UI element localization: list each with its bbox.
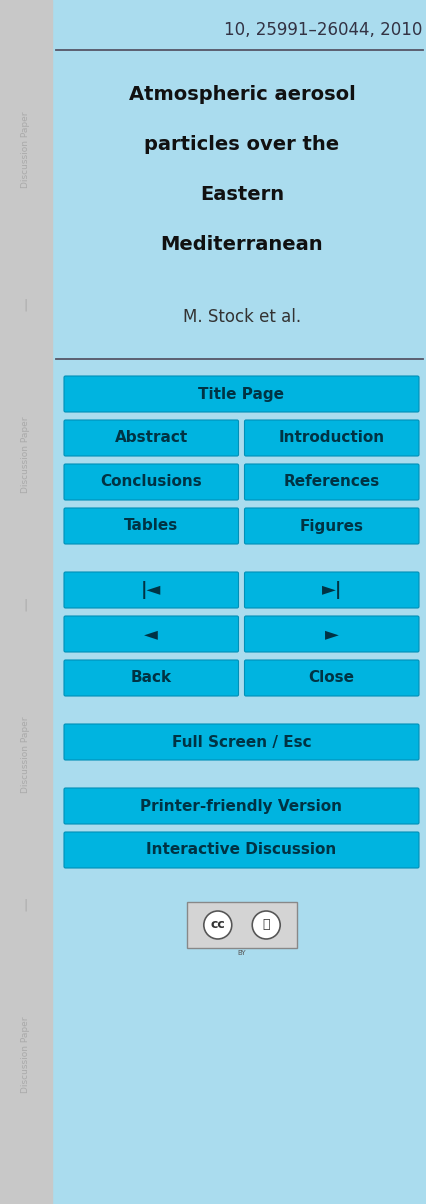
- FancyBboxPatch shape: [64, 616, 238, 653]
- Circle shape: [252, 911, 279, 939]
- Text: cc: cc: [210, 919, 225, 932]
- Text: Title Page: Title Page: [198, 386, 284, 401]
- Text: Abstract: Abstract: [114, 431, 187, 445]
- Text: Discussion Paper: Discussion Paper: [21, 716, 30, 793]
- Text: |: |: [24, 299, 28, 312]
- Text: |: |: [24, 898, 28, 911]
- Text: |: |: [24, 598, 28, 612]
- Text: Interactive Discussion: Interactive Discussion: [146, 843, 336, 857]
- Text: Figures: Figures: [299, 519, 363, 533]
- Text: |◄: |◄: [141, 582, 161, 600]
- Bar: [0, 0, 52, 1204]
- Text: Close: Close: [308, 671, 354, 685]
- Text: Tables: Tables: [124, 519, 178, 533]
- Text: ►|: ►|: [321, 582, 341, 600]
- FancyBboxPatch shape: [244, 572, 418, 608]
- Text: Conclusions: Conclusions: [100, 474, 201, 490]
- Text: ►: ►: [324, 625, 338, 643]
- Text: BY: BY: [237, 950, 246, 956]
- FancyBboxPatch shape: [187, 902, 296, 948]
- Text: particles over the: particles over the: [144, 136, 339, 154]
- Text: Full Screen / Esc: Full Screen / Esc: [171, 734, 311, 750]
- FancyBboxPatch shape: [64, 376, 418, 412]
- Text: Introduction: Introduction: [278, 431, 384, 445]
- Text: Eastern: Eastern: [199, 185, 283, 205]
- Text: 10, 25991–26044, 2010: 10, 25991–26044, 2010: [223, 20, 421, 39]
- Text: References: References: [283, 474, 379, 490]
- Text: Discussion Paper: Discussion Paper: [21, 1016, 30, 1093]
- FancyBboxPatch shape: [64, 420, 238, 456]
- Text: ◄: ◄: [144, 625, 158, 643]
- Text: M. Stock et al.: M. Stock et al.: [182, 308, 300, 326]
- Text: Discussion Paper: Discussion Paper: [21, 417, 30, 494]
- FancyBboxPatch shape: [244, 464, 418, 500]
- FancyBboxPatch shape: [244, 660, 418, 696]
- FancyBboxPatch shape: [244, 508, 418, 544]
- Text: Mediterranean: Mediterranean: [160, 236, 322, 254]
- Circle shape: [203, 911, 231, 939]
- Text: Printer-friendly Version: Printer-friendly Version: [140, 798, 342, 814]
- FancyBboxPatch shape: [244, 616, 418, 653]
- FancyBboxPatch shape: [64, 832, 418, 868]
- Text: Back: Back: [130, 671, 171, 685]
- FancyBboxPatch shape: [64, 660, 238, 696]
- FancyBboxPatch shape: [64, 572, 238, 608]
- Text: Atmospheric aerosol: Atmospheric aerosol: [128, 85, 354, 105]
- FancyBboxPatch shape: [64, 508, 238, 544]
- FancyBboxPatch shape: [64, 787, 418, 824]
- FancyBboxPatch shape: [64, 724, 418, 760]
- FancyBboxPatch shape: [64, 464, 238, 500]
- Text: ⓘ: ⓘ: [262, 919, 269, 932]
- FancyBboxPatch shape: [244, 420, 418, 456]
- Text: Discussion Paper: Discussion Paper: [21, 112, 30, 188]
